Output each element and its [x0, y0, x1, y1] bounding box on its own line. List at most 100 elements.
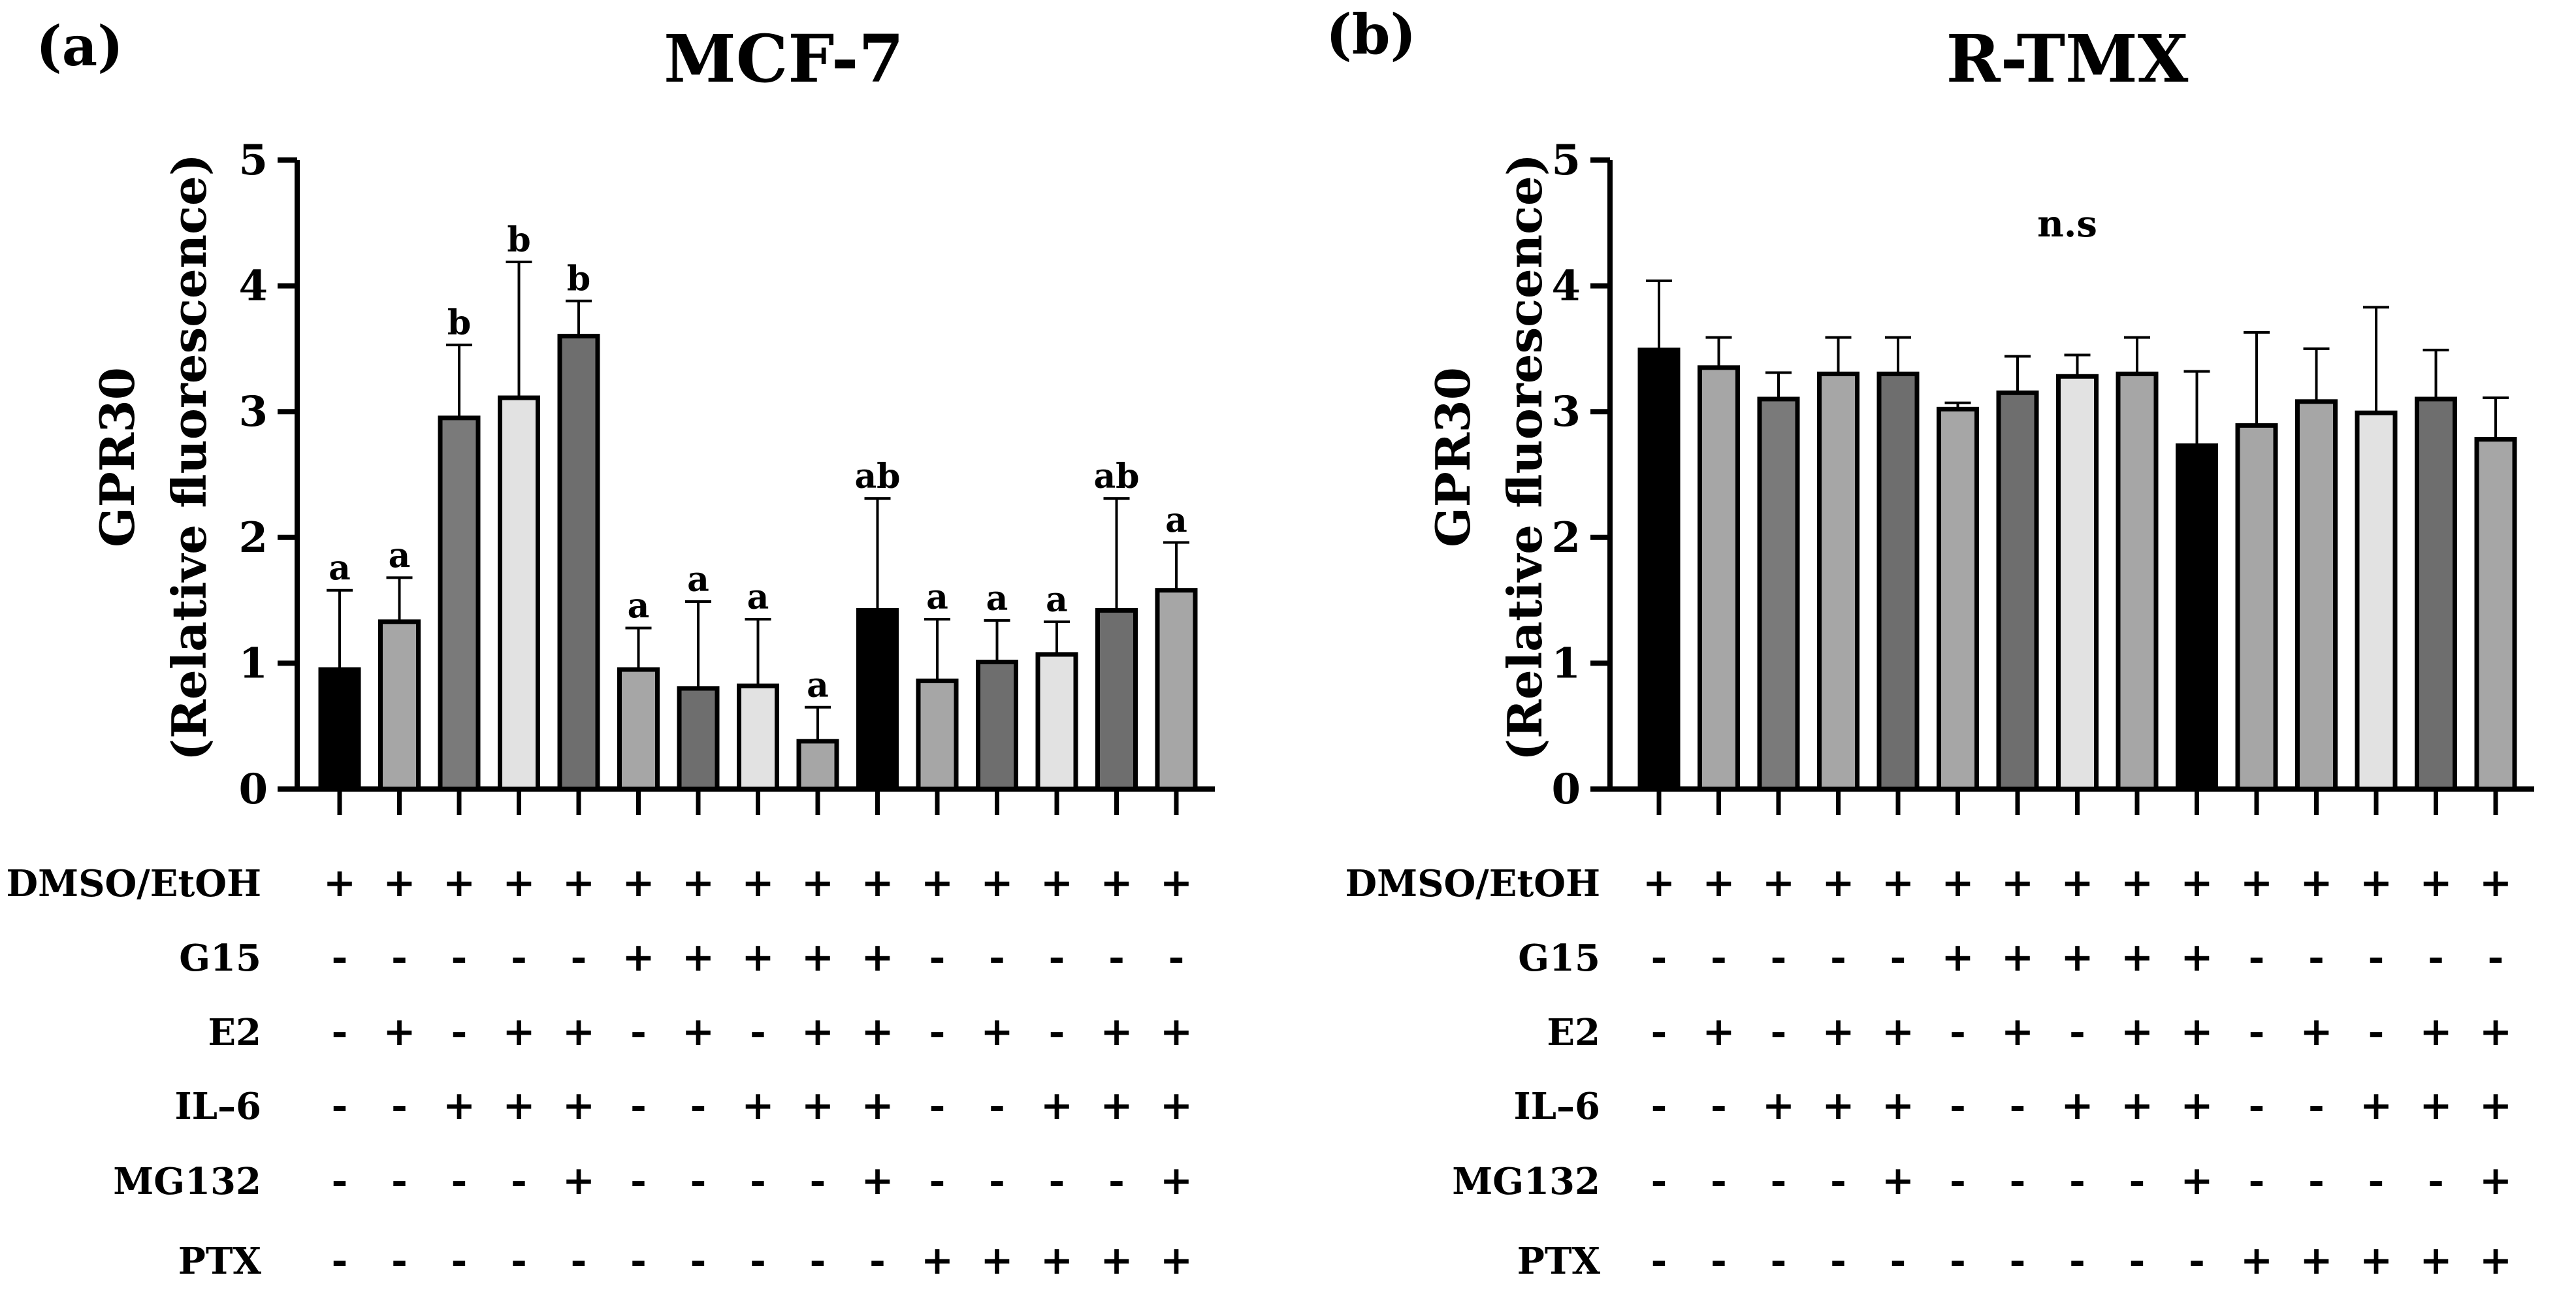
treatment-mark: + — [502, 1083, 535, 1129]
y-tick-label: 0 — [238, 765, 268, 814]
treatment-mark: + — [562, 1158, 595, 1204]
treatment-mark: - — [1711, 1158, 1727, 1204]
significance-label: a — [329, 549, 351, 589]
treatment-label: IL–6 — [1513, 1085, 1600, 1128]
treatment-mark: - — [391, 1158, 408, 1204]
bar — [2295, 399, 2338, 792]
panel-label: (a) — [36, 14, 123, 78]
treatment-mark: - — [2368, 935, 2385, 980]
bar — [1757, 396, 1800, 792]
treatment-mark: - — [630, 1238, 647, 1283]
treatment-mark: + — [323, 860, 356, 906]
treatment-mark: - — [332, 1083, 348, 1129]
treatment-mark: + — [801, 1083, 834, 1129]
bar — [1817, 371, 1860, 792]
treatment-mark: - — [2249, 935, 2265, 980]
bar — [378, 619, 421, 792]
treatment-mark: - — [2428, 935, 2444, 980]
y-tick-label: 5 — [1551, 136, 1581, 185]
treatment-mark: + — [861, 1158, 894, 1204]
treatment-mark: + — [2061, 935, 2093, 980]
treatment-mark: - — [1108, 935, 1125, 980]
treatment-mark: + — [1882, 1083, 1914, 1129]
treatment-mark: - — [511, 935, 527, 980]
panel-mcf7: (a) MCF-7 GPR30 (Relative fluorescence) … — [7, 14, 1215, 1283]
treatment-mark: + — [2360, 1083, 2392, 1129]
treatment-mark: + — [1160, 1158, 1193, 1204]
treatment-label: E2 — [1547, 1011, 1600, 1054]
bar — [1035, 652, 1078, 792]
treatment-mark: + — [1040, 1083, 1073, 1129]
treatment-mark: + — [1100, 1009, 1133, 1055]
treatment-mark: + — [2419, 1083, 2452, 1129]
bar — [677, 686, 720, 792]
treatment-mark: - — [1711, 1238, 1727, 1283]
treatment-mark: + — [2001, 1009, 2034, 1055]
y-axis-label-line1: GPR30 — [89, 367, 145, 547]
significance-label: a — [1046, 580, 1068, 620]
treatment-label: DMSO/EtOH — [7, 862, 261, 905]
treatment-mark: - — [1049, 1158, 1065, 1204]
treatment-mark: + — [2419, 1238, 2452, 1283]
treatment-mark: + — [1160, 1083, 1193, 1129]
treatment-mark: + — [2180, 1158, 2213, 1204]
treatment-mark: + — [1762, 1083, 1795, 1129]
treatment-mark: - — [929, 1158, 946, 1204]
treatment-mark: + — [502, 1009, 535, 1055]
treatment-mark: + — [682, 860, 715, 906]
treatment-mark: - — [810, 1238, 826, 1283]
y-tick-label: 2 — [1551, 513, 1581, 562]
bar — [2116, 371, 2159, 792]
treatment-mark: - — [630, 1009, 647, 1055]
treatment-mark: - — [1651, 1083, 1667, 1129]
y-tick-label: 2 — [238, 513, 268, 562]
treatment-label: IL–6 — [174, 1085, 261, 1128]
treatment-mark: + — [2419, 1009, 2452, 1055]
treatment-mark: + — [980, 1009, 1013, 1055]
treatment-mark: - — [989, 935, 1005, 980]
treatment-mark: - — [1711, 1083, 1727, 1129]
treatment-mark: + — [1702, 1009, 1735, 1055]
treatment-mark: + — [801, 935, 834, 980]
y-tick-label: 0 — [1551, 765, 1581, 814]
bar — [2235, 423, 2278, 792]
treatment-mark: - — [332, 1158, 348, 1204]
treatment-mark: + — [562, 860, 595, 906]
treatment-mark: - — [511, 1158, 527, 1204]
treatment-mark: + — [741, 1083, 774, 1129]
treatment-mark: - — [1651, 1158, 1667, 1204]
treatment-label: G15 — [179, 937, 261, 980]
treatment-mark: - — [1950, 1238, 1966, 1283]
treatment-mark: - — [630, 1083, 647, 1129]
treatment-mark: - — [332, 1009, 348, 1055]
bar — [796, 739, 839, 792]
treatment-mark: - — [1830, 935, 1846, 980]
treatment-mark: - — [1830, 1238, 1846, 1283]
treatment-label: G15 — [1518, 937, 1600, 980]
treatment-mark: + — [861, 1083, 894, 1129]
treatment-mark: + — [2121, 1083, 2153, 1129]
treatment-mark: + — [980, 1238, 1013, 1283]
treatment-mark: + — [2300, 1238, 2332, 1283]
treatment-label: PTX — [178, 1240, 262, 1283]
bar — [1937, 406, 1979, 792]
treatment-mark: + — [2240, 1238, 2273, 1283]
treatment-mark: + — [921, 860, 954, 906]
treatment-mark: + — [443, 1083, 475, 1129]
treatment-mark: - — [1890, 935, 1907, 980]
treatment-mark: + — [801, 1009, 834, 1055]
treatment-mark: + — [1822, 1009, 1854, 1055]
bar — [557, 334, 600, 792]
treatment-mark: + — [2121, 860, 2153, 906]
treatment-mark: + — [2300, 860, 2332, 906]
treatment-mark: - — [1771, 1158, 1787, 1204]
treatment-mark: - — [630, 1158, 647, 1204]
y-axis-label-line1: GPR30 — [1425, 367, 1481, 547]
significance-label: a — [986, 579, 1008, 619]
treatment-mark: - — [690, 1083, 707, 1129]
treatment-mark: + — [741, 860, 774, 906]
treatment-mark: + — [1643, 860, 1675, 906]
treatment-mark: - — [2308, 935, 2325, 980]
treatment-label: MG132 — [1452, 1160, 1600, 1203]
